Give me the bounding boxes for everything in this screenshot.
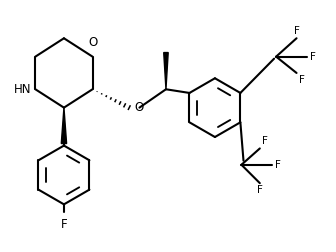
Text: F: F: [275, 160, 281, 170]
Text: F: F: [60, 218, 67, 231]
Polygon shape: [61, 108, 67, 144]
Text: F: F: [262, 136, 268, 146]
Text: F: F: [310, 52, 316, 62]
Text: F: F: [257, 185, 263, 195]
Text: O: O: [88, 36, 97, 49]
Polygon shape: [164, 53, 168, 89]
Text: O: O: [134, 101, 143, 114]
Text: HN: HN: [14, 83, 31, 96]
Text: F: F: [299, 75, 304, 85]
Text: F: F: [294, 26, 299, 36]
